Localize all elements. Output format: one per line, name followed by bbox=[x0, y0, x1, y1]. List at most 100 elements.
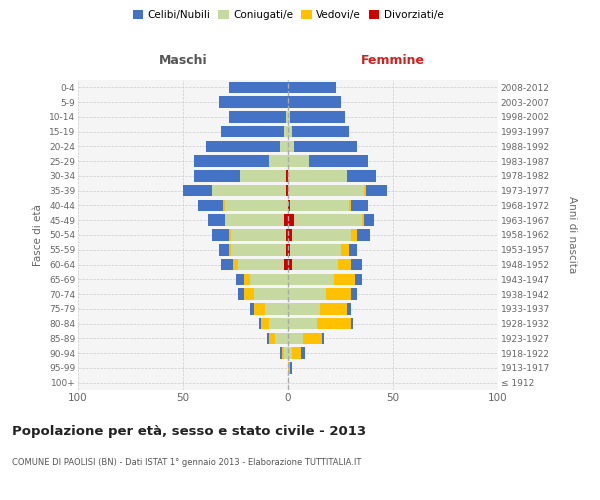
Bar bbox=[225, 214, 284, 226]
Bar bbox=[238, 288, 244, 300]
Bar bbox=[288, 111, 290, 122]
Bar bbox=[292, 229, 351, 241]
Bar bbox=[288, 288, 326, 300]
Bar bbox=[239, 170, 286, 181]
Bar bbox=[347, 170, 376, 181]
Bar bbox=[288, 96, 341, 108]
Text: Maschi: Maschi bbox=[158, 54, 208, 68]
Bar bbox=[265, 303, 288, 314]
Bar bbox=[290, 200, 349, 211]
Bar bbox=[351, 259, 361, 270]
Bar bbox=[212, 185, 286, 196]
Bar bbox=[301, 348, 305, 359]
Bar bbox=[250, 303, 254, 314]
Bar bbox=[284, 259, 288, 270]
Bar bbox=[347, 303, 351, 314]
Bar bbox=[254, 303, 265, 314]
Bar bbox=[288, 170, 347, 181]
Bar bbox=[238, 259, 284, 270]
Bar bbox=[254, 288, 288, 300]
Bar bbox=[326, 288, 351, 300]
Bar bbox=[233, 259, 238, 270]
Bar bbox=[267, 332, 269, 344]
Bar bbox=[288, 214, 295, 226]
Bar bbox=[288, 156, 309, 167]
Bar bbox=[288, 126, 292, 138]
Bar bbox=[288, 274, 334, 285]
Y-axis label: Fasce di età: Fasce di età bbox=[34, 204, 43, 266]
Bar bbox=[320, 303, 347, 314]
Bar bbox=[229, 82, 288, 93]
Bar bbox=[231, 244, 286, 256]
Bar bbox=[292, 259, 338, 270]
Bar bbox=[212, 229, 229, 241]
Bar bbox=[290, 111, 345, 122]
Bar bbox=[280, 348, 282, 359]
Bar bbox=[286, 185, 288, 196]
Bar bbox=[364, 214, 374, 226]
Bar bbox=[288, 362, 290, 374]
Bar bbox=[197, 200, 223, 211]
Bar bbox=[338, 259, 351, 270]
Bar bbox=[286, 111, 288, 122]
Bar bbox=[351, 318, 353, 330]
Bar bbox=[221, 126, 284, 138]
Bar bbox=[221, 259, 233, 270]
Bar bbox=[275, 332, 288, 344]
Bar bbox=[341, 244, 349, 256]
Bar bbox=[235, 274, 244, 285]
Bar bbox=[288, 348, 292, 359]
Bar bbox=[288, 318, 317, 330]
Bar bbox=[288, 185, 364, 196]
Text: Femmine: Femmine bbox=[361, 54, 425, 68]
Bar bbox=[288, 303, 320, 314]
Bar bbox=[358, 229, 370, 241]
Bar bbox=[284, 214, 288, 226]
Bar bbox=[223, 200, 225, 211]
Bar bbox=[231, 229, 286, 241]
Bar bbox=[229, 111, 286, 122]
Bar bbox=[303, 332, 322, 344]
Bar bbox=[366, 185, 387, 196]
Bar bbox=[282, 348, 284, 359]
Bar bbox=[259, 318, 260, 330]
Bar bbox=[229, 229, 232, 241]
Bar bbox=[351, 200, 368, 211]
Bar bbox=[295, 214, 361, 226]
Bar bbox=[288, 82, 337, 93]
Bar bbox=[218, 244, 229, 256]
Bar bbox=[288, 259, 292, 270]
Bar bbox=[225, 200, 288, 211]
Bar bbox=[286, 170, 288, 181]
Bar bbox=[309, 156, 368, 167]
Bar bbox=[286, 244, 288, 256]
Bar bbox=[244, 274, 250, 285]
Bar bbox=[292, 348, 301, 359]
Bar bbox=[349, 244, 358, 256]
Bar bbox=[183, 185, 212, 196]
Bar bbox=[288, 229, 292, 241]
Bar bbox=[290, 362, 292, 374]
Bar bbox=[206, 140, 280, 152]
Bar bbox=[280, 140, 288, 152]
Bar bbox=[229, 244, 232, 256]
Bar bbox=[351, 288, 358, 300]
Bar bbox=[269, 318, 288, 330]
Legend: Celibi/Nubili, Coniugati/e, Vedovi/e, Divorziati/e: Celibi/Nubili, Coniugati/e, Vedovi/e, Di… bbox=[133, 10, 443, 20]
Bar bbox=[284, 126, 288, 138]
Bar bbox=[218, 96, 288, 108]
Bar bbox=[261, 318, 269, 330]
Bar bbox=[349, 200, 351, 211]
Bar bbox=[364, 185, 366, 196]
Bar bbox=[193, 156, 269, 167]
Bar bbox=[351, 229, 358, 241]
Bar bbox=[334, 274, 355, 285]
Bar bbox=[286, 229, 288, 241]
Bar bbox=[193, 170, 240, 181]
Bar bbox=[269, 156, 288, 167]
Bar bbox=[355, 274, 362, 285]
Bar bbox=[322, 332, 324, 344]
Text: COMUNE DI PAOLISI (BN) - Dati ISTAT 1° gennaio 2013 - Elaborazione TUTTITALIA.IT: COMUNE DI PAOLISI (BN) - Dati ISTAT 1° g… bbox=[12, 458, 361, 467]
Bar bbox=[244, 288, 254, 300]
Bar bbox=[361, 214, 364, 226]
